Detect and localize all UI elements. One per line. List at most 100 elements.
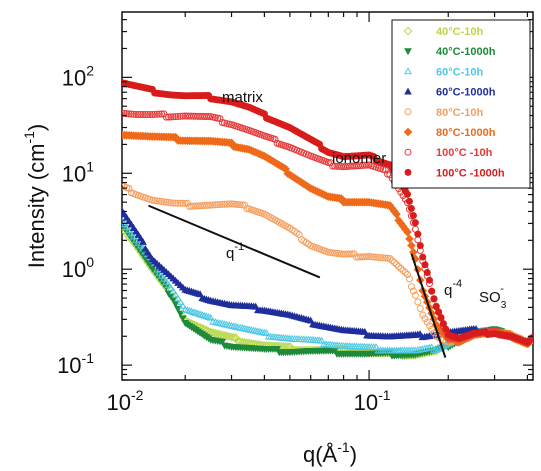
data-point	[202, 201, 210, 209]
data-point	[205, 201, 213, 209]
legend-marker	[404, 67, 412, 75]
data-point	[243, 205, 251, 213]
data-point	[529, 333, 533, 341]
data-point	[122, 182, 126, 190]
data-point	[164, 280, 173, 288]
data-point	[430, 295, 438, 303]
data-point	[331, 162, 339, 170]
data-point	[178, 301, 187, 309]
data-point	[127, 110, 135, 118]
data-point	[216, 115, 224, 123]
data-point	[324, 159, 332, 167]
x-tick-label: 10-2	[107, 387, 144, 415]
data-point	[367, 253, 375, 261]
data-point	[151, 197, 159, 205]
data-point	[167, 284, 175, 291]
data-point	[165, 113, 173, 121]
legend-marker	[404, 87, 412, 95]
data-point	[361, 253, 369, 261]
data-point	[405, 234, 414, 244]
data-point	[132, 110, 140, 118]
data-point	[363, 161, 371, 169]
data-point	[176, 310, 185, 318]
data-point	[176, 199, 184, 207]
data-point	[171, 290, 180, 298]
y-tick-label: 10-1	[57, 350, 94, 378]
plot-border	[121, 11, 534, 381]
data-point	[218, 200, 226, 208]
data-point	[388, 256, 396, 264]
data-point	[365, 253, 373, 261]
legend-entry: 40°C-1000h	[436, 46, 496, 58]
legend-entry: 100°C -10h	[436, 147, 493, 159]
data-point	[134, 238, 143, 246]
data-point	[405, 197, 413, 205]
legend-entry: 60°C-10h	[436, 66, 483, 78]
legend-entry: 80°C-10h	[436, 107, 483, 119]
data-point	[262, 328, 271, 336]
data-point	[425, 276, 433, 284]
data-point	[414, 230, 422, 238]
data-point	[162, 277, 171, 285]
legend-marker	[404, 108, 412, 116]
data-point	[427, 343, 436, 351]
data-point	[211, 328, 220, 338]
data-point	[123, 110, 131, 118]
data-point	[122, 109, 126, 117]
legend: 40°C-10h 40°C-1000h 60°C-10h 60°C-1000h 80°C…	[391, 19, 531, 189]
data-point	[363, 253, 371, 261]
data-point	[392, 209, 401, 219]
data-point	[153, 265, 161, 273]
series-3	[122, 206, 533, 345]
data-point	[169, 113, 177, 121]
data-point	[153, 110, 161, 118]
legend-entry: 60°C-1000h	[436, 87, 496, 99]
data-point	[130, 110, 138, 118]
data-point	[374, 253, 382, 261]
data-point	[423, 318, 431, 326]
legend-entry: 40°C-10h	[436, 26, 483, 38]
data-point	[136, 241, 145, 249]
y-tick-label: 102	[62, 62, 94, 90]
series-layer	[122, 79, 533, 361]
data-point	[148, 196, 156, 204]
data-point	[169, 199, 177, 207]
data-point	[397, 264, 405, 272]
legend-marker	[403, 26, 413, 36]
data-point	[162, 198, 170, 206]
data-point	[139, 111, 147, 119]
data-point	[205, 113, 213, 121]
data-point	[196, 290, 204, 298]
data-point	[416, 305, 424, 313]
data-point	[160, 198, 168, 206]
data-point	[214, 201, 222, 209]
data-point	[222, 331, 232, 341]
data-point	[174, 112, 182, 120]
y-axis-title: Intensity (cm-1)	[21, 124, 49, 268]
data-point	[141, 111, 149, 119]
data-point	[395, 262, 403, 270]
legend-entry: 80°C-1000h	[436, 127, 496, 139]
data-point	[409, 247, 418, 257]
data-point	[167, 113, 175, 121]
data-point	[206, 313, 215, 321]
data-point	[125, 110, 133, 118]
annotation-q-minus-1: q-1	[226, 241, 244, 262]
legend-entry: 100°C -1000h	[436, 167, 505, 179]
data-point	[234, 200, 242, 208]
data-point	[346, 250, 354, 258]
data-point	[370, 253, 378, 261]
axis-ticks: 10-2 10-1 102 101 100 10-1	[57, 12, 533, 415]
data-point	[229, 333, 239, 342]
data-point	[241, 201, 249, 209]
data-point	[223, 200, 231, 208]
data-point	[207, 201, 215, 209]
y-tick-label: 101	[62, 158, 94, 186]
data-point	[401, 268, 409, 276]
guide-line-layer	[148, 204, 447, 358]
data-point	[169, 287, 178, 295]
legend-marker	[404, 168, 412, 176]
data-point	[425, 322, 433, 330]
legend-marker	[403, 127, 413, 137]
data-point	[122, 109, 128, 117]
